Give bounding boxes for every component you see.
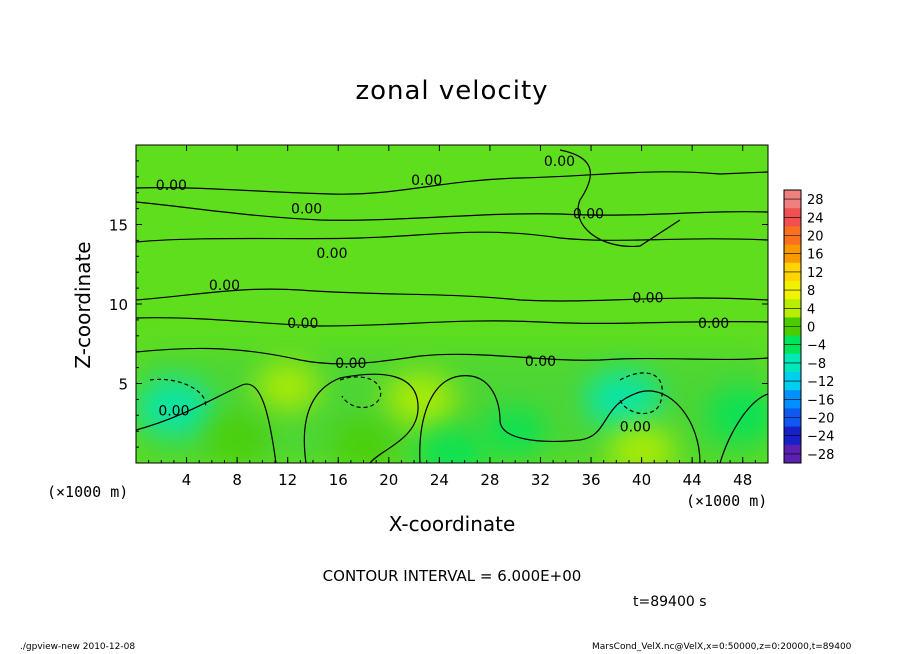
- y-tick-label: 15: [109, 217, 128, 235]
- contour-line-10: [719, 393, 768, 463]
- contour-line-4: [136, 347, 768, 365]
- contour-interval-text: CONTOUR INTERVAL = 6.000E+00: [322, 567, 582, 585]
- chart-title: zonal velocity: [355, 76, 549, 106]
- heatmap-field: [136, 145, 768, 463]
- contour-line-7: [419, 375, 701, 463]
- contour-label-10: 0.00: [335, 356, 366, 372]
- footer-left-text: ./gpview-new 2010-12-08: [20, 642, 136, 652]
- colorbar-label: −8: [807, 357, 826, 372]
- field-anomaly-3: [706, 387, 768, 443]
- contour-label-13: 0.00: [620, 419, 651, 435]
- contour-line-3: [136, 317, 768, 327]
- contour-label-6: 0.00: [209, 278, 240, 294]
- contour-line-5: [136, 383, 277, 463]
- field-anomaly-5: [418, 429, 486, 463]
- colorbar-label: 28: [807, 193, 824, 208]
- field-anomaly-2: [584, 370, 661, 429]
- contour-label-2: 0.00: [544, 154, 575, 170]
- footer-right-text: MarsCond_VelX.nc@VelX,x=0:50000,z=0:2000…: [592, 642, 852, 652]
- colorbar-label: 8: [807, 284, 815, 299]
- x-tick-label: 24: [430, 471, 449, 489]
- time-text: t=89400 s: [633, 594, 707, 610]
- contour-label-0: 0.00: [156, 178, 187, 194]
- contour-label-9: 0.00: [698, 316, 729, 332]
- contour-label-11: 0.00: [525, 354, 556, 370]
- x-tick-label: 12: [278, 471, 297, 489]
- colorbar-label: 16: [807, 248, 824, 263]
- contour-labels: 0.00 0.00 0.00 0.00 0.00 0.00 0.00 0.00 0.00 0.00…: [156, 154, 729, 436]
- y-tick-label: 10: [109, 296, 128, 314]
- contour-label-1: 0.00: [411, 173, 442, 189]
- contour-label-7: 0.00: [632, 291, 663, 307]
- x-unit-label: (×1000 m): [686, 492, 768, 510]
- contour-label-4: 0.00: [573, 206, 604, 222]
- field-anomaly-4: [255, 362, 320, 412]
- colorbar-label: −20: [807, 412, 834, 427]
- x-tick-label: 4: [182, 471, 192, 489]
- colorbar-label: −24: [807, 430, 834, 445]
- contour-lines: [136, 149, 768, 463]
- colorbar-label: −28: [807, 448, 834, 463]
- contour-label-5: 0.00: [316, 246, 347, 262]
- field-anomaly-1: [384, 371, 457, 427]
- x-tick-label: 32: [531, 471, 550, 489]
- x-tick-label: 20: [379, 471, 398, 489]
- x-tick-label: 36: [581, 471, 600, 489]
- field-anomaly-8: [207, 416, 268, 463]
- x-tick-label: 48: [733, 471, 752, 489]
- x-tick-label: 28: [480, 471, 499, 489]
- y-tick-label: 5: [118, 376, 128, 394]
- colorbar-label: −16: [807, 393, 834, 408]
- contour-label-12: 0.00: [158, 404, 189, 420]
- contour-line-8: [559, 149, 681, 247]
- colorbar-label: −4: [807, 339, 826, 354]
- colorbar: 28 24 20 16 12 8 4 0 −4 −8 −12 −16 −20 −24 −28: [783, 189, 834, 464]
- contour-line-2: [136, 288, 768, 302]
- colorbar-label: 24: [807, 211, 824, 226]
- contour-line-1: [136, 231, 768, 243]
- contour-dashed-0: [149, 378, 207, 409]
- colorbar-label: 12: [807, 266, 824, 281]
- contour-line-6: [303, 373, 419, 463]
- contour-dashed-1: [619, 372, 663, 415]
- field-anomaly-9: [333, 420, 394, 463]
- contour-label-8: 0.00: [287, 316, 318, 332]
- field-anomaly-6: [607, 424, 676, 463]
- y-unit-label: (×1000 m): [47, 483, 129, 501]
- colorbar-label: 0: [807, 321, 815, 336]
- field-anomaly-0: [136, 378, 212, 437]
- contour-dashed-2: [339, 376, 382, 409]
- contour-line-9: [136, 201, 768, 221]
- x-tick-label: 44: [683, 471, 702, 489]
- contour-line-0: [136, 171, 768, 195]
- colorbar-label: 20: [807, 230, 824, 245]
- x-tick-label: 8: [232, 471, 242, 489]
- colorbar-label: 4: [807, 302, 815, 317]
- x-tick-label: 16: [329, 471, 348, 489]
- field-anomaly-7: [485, 408, 546, 455]
- colorbar-label: −12: [807, 375, 834, 390]
- x-axis-label: X-coordinate: [388, 512, 516, 536]
- x-tick-label: 40: [632, 471, 651, 489]
- contour-label-3: 0.00: [291, 202, 322, 218]
